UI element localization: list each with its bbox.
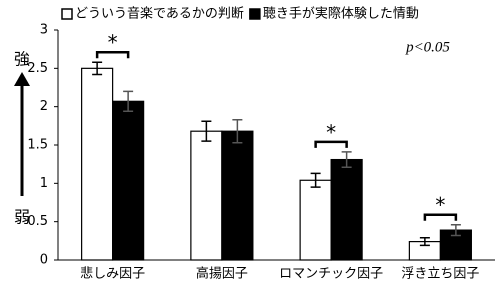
y-tick-label: 2 xyxy=(40,99,48,114)
bar xyxy=(190,130,223,261)
legend-label: 聴き手が実際体験した情動 xyxy=(263,6,419,22)
error-bar xyxy=(201,120,212,142)
significance-bracket xyxy=(95,50,130,59)
y-tick-label: 2.5 xyxy=(27,61,48,76)
bar xyxy=(112,100,145,261)
bar xyxy=(439,229,472,261)
error-bar xyxy=(232,118,243,144)
legend-marker xyxy=(61,8,73,20)
significance-label: * xyxy=(108,31,118,55)
x-tick-label: 悲しみ因子 xyxy=(80,266,145,282)
y-tick-label: 0.5 xyxy=(27,214,48,229)
error-bar xyxy=(92,61,103,76)
error-bar xyxy=(123,90,134,113)
x-tick-label: 浮き立ち因子 xyxy=(401,267,479,282)
error-bar xyxy=(419,237,430,247)
y-axis-arrowhead xyxy=(14,72,30,86)
y-tick-label: 1 xyxy=(40,176,48,191)
note: p<0.05 xyxy=(405,39,450,55)
bar xyxy=(221,130,254,261)
error-bar xyxy=(450,223,461,237)
bar xyxy=(299,179,332,261)
y-tick-label: 1.5 xyxy=(27,138,48,153)
significance-bracket xyxy=(423,213,458,221)
error-bar xyxy=(341,151,352,168)
legend-label: どういう音楽であるかの判断 xyxy=(75,6,244,22)
y-tick-label: 0 xyxy=(40,253,48,268)
y-tick-label: 3 xyxy=(40,23,48,38)
bar xyxy=(81,67,114,261)
bar xyxy=(330,158,363,261)
x-tick-label: 高揚因子 xyxy=(196,266,248,282)
significance-label: * xyxy=(326,120,336,144)
y-axis-bottom-label: 弱 xyxy=(14,208,30,227)
error-bar xyxy=(310,172,321,188)
significance-bracket xyxy=(314,140,348,148)
legend-marker xyxy=(249,8,261,20)
y-axis-top-label: 強 xyxy=(14,50,30,69)
significance-label: * xyxy=(435,193,445,217)
x-tick-label: ロマンチック因子 xyxy=(279,267,383,282)
